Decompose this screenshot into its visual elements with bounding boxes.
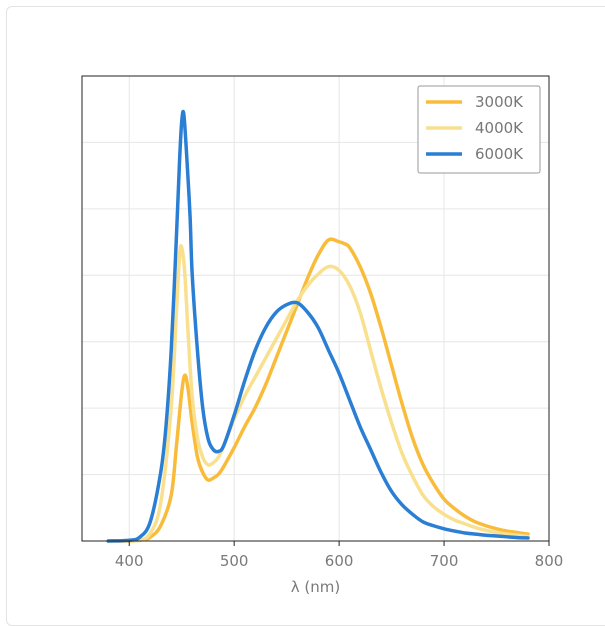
series-line-6000K: [106, 109, 530, 543]
x-axis-label: λ (nm): [291, 578, 340, 596]
legend-box: [417, 85, 541, 174]
plot-frame: [81, 75, 550, 542]
series-lines: [106, 109, 530, 543]
x-tick-label-600: 600: [325, 552, 354, 570]
x-tick-label-800: 800: [535, 552, 564, 570]
legend-label-4000K: 4000K: [475, 119, 524, 137]
series-line-3000K: [106, 237, 530, 543]
legend-label-3000K: 3000K: [475, 93, 524, 111]
x-tick-label-700: 700: [430, 552, 459, 570]
x-axis-ticks: 400 500 600 700 800: [115, 541, 563, 570]
legend: 3000K 4000K 6000K: [417, 85, 541, 174]
spectrum-chart: 400 500 600 700 800 λ (nm) 3000K 4000K 6000K: [81, 75, 563, 596]
x-tick-label-500: 500: [220, 552, 249, 570]
legend-label-6000K: 6000K: [475, 145, 524, 163]
x-tick-label-400: 400: [115, 552, 144, 570]
series-line-4000K: [106, 243, 530, 543]
